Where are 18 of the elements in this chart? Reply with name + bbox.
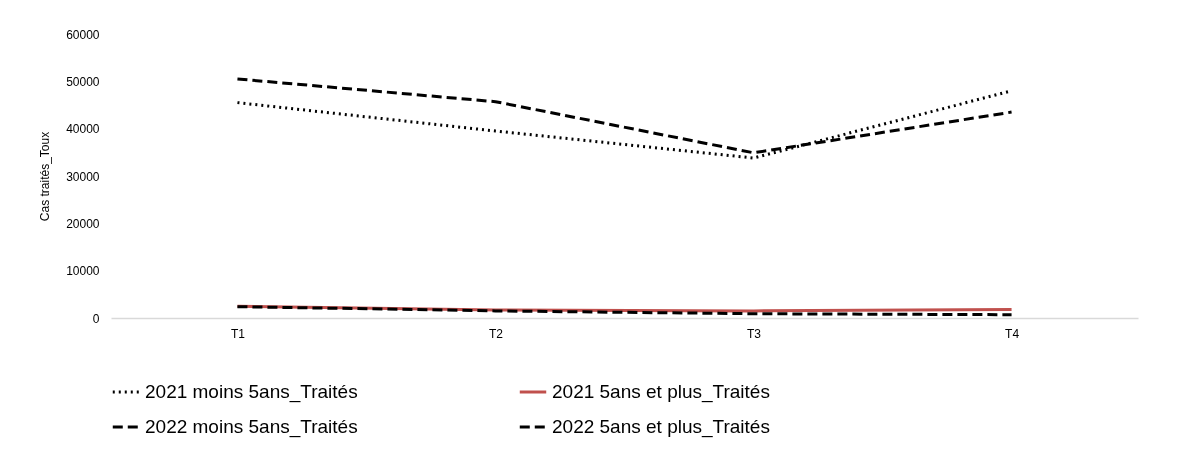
x-tick-label: T4 (1005, 326, 1020, 341)
y-tick-label: 20000 (66, 216, 100, 231)
x-tick-label: T3 (747, 326, 762, 341)
y-tick-label: 0 (92, 311, 100, 326)
line-series (235, 77, 1014, 155)
x-tick-label: T1 (230, 326, 246, 341)
y-tick-label: 60000 (66, 27, 100, 42)
y-tick-label: 30000 (66, 169, 100, 184)
legend-label: 2021 moins 5ans_Traités (145, 381, 358, 403)
legend-label: 2022 moins 5ans_Traités (145, 416, 358, 438)
legend-label: 2021 5ans et plus_Traités (552, 381, 770, 403)
y-tick-label: 10000 (66, 264, 100, 279)
legend-label: 2022 5ans et plus_Traités (552, 416, 770, 438)
y-axis-title: Cas traités_Toux (38, 131, 53, 222)
y-tick-label: 50000 (66, 74, 100, 89)
line-series (235, 305, 1014, 317)
x-tick-label: T2 (488, 326, 504, 341)
y-tick-label: 40000 (66, 122, 100, 137)
